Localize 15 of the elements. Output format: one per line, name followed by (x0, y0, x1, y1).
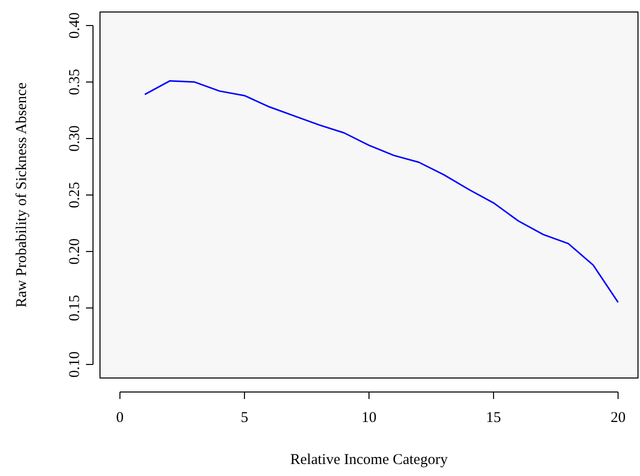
y-tick-label: 0.20 (67, 238, 83, 265)
x-tick-label: 15 (486, 410, 502, 426)
y-tick-label: 0.25 (67, 182, 83, 208)
line-series (144, 80, 619, 304)
y-axis-title: Raw Probability of Sickness Absence (14, 82, 30, 308)
x-tick-label: 0 (116, 410, 124, 426)
y-tick-label: 0.40 (67, 12, 83, 39)
x-axis-title: Relative Income Category (290, 452, 448, 468)
y-tick-label: 0.30 (67, 125, 83, 152)
x-tick-label: 10 (362, 410, 376, 426)
x-tick-label: 5 (240, 410, 248, 426)
y-tick-label: 0.15 (67, 294, 83, 322)
y-tick-label: 0.10 (67, 351, 83, 378)
x-tick-label: 20 (610, 410, 626, 426)
y-tick-label: 0.35 (67, 68, 83, 96)
